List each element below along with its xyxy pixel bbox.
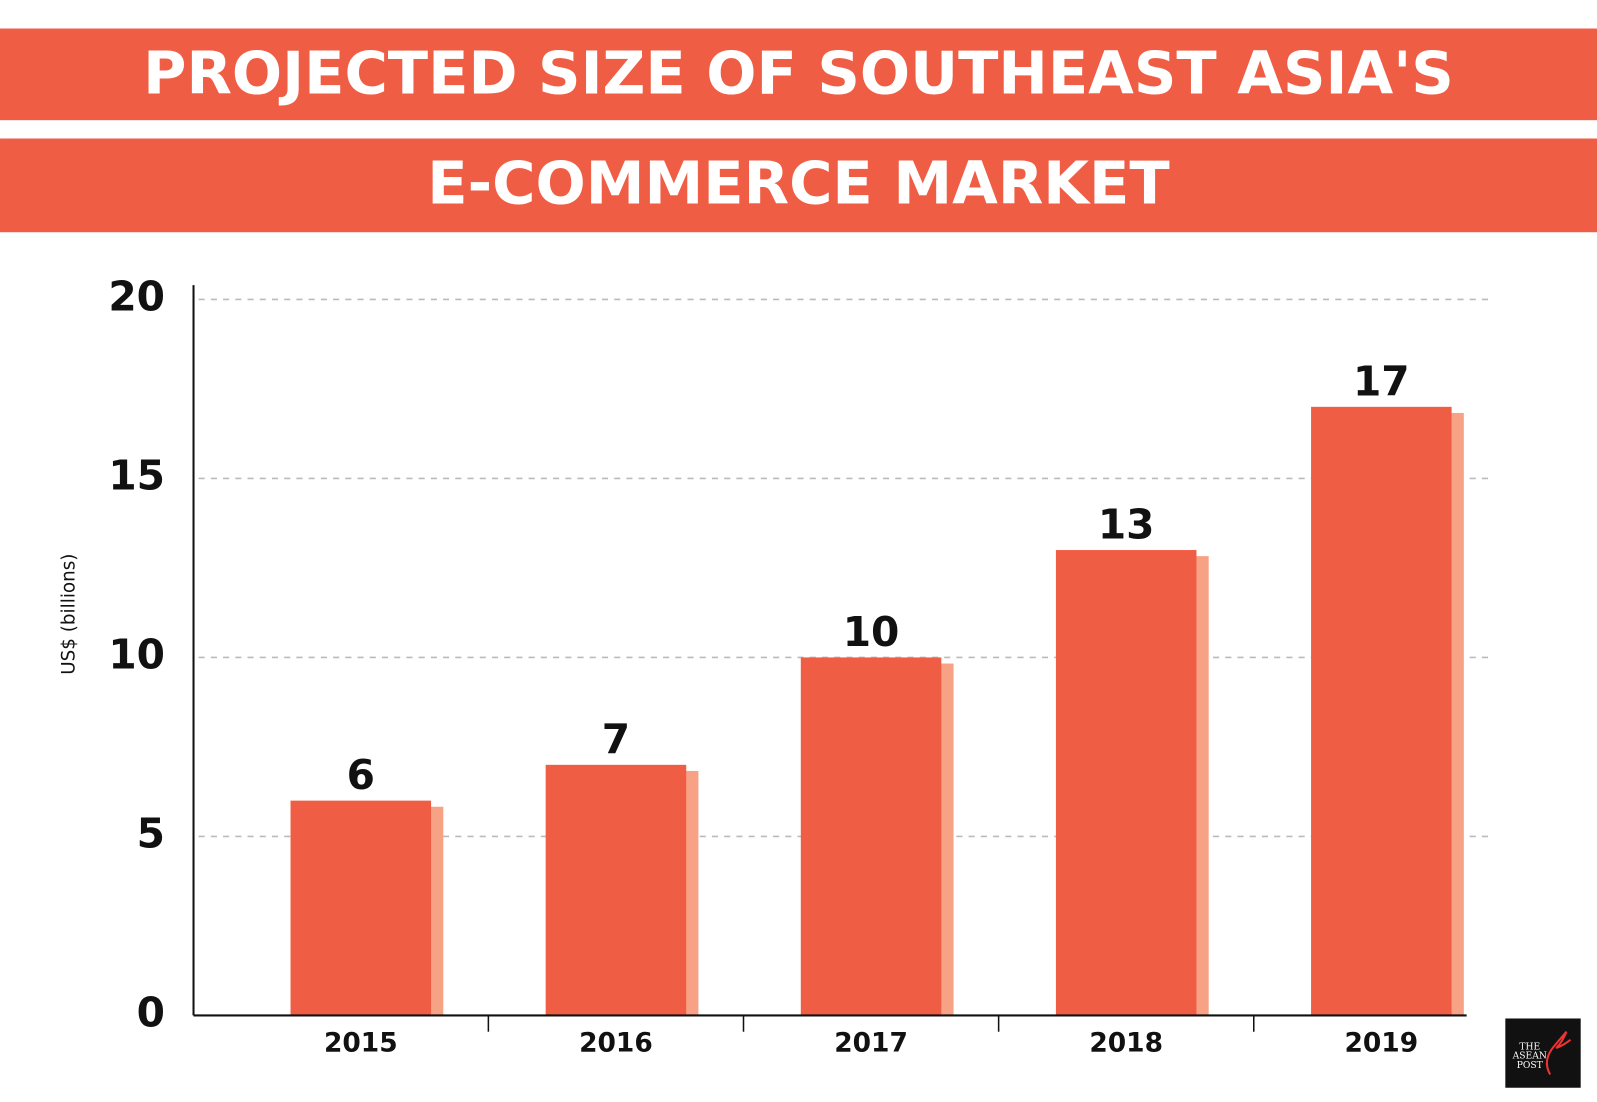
x-tick-label: 2015 [324, 1027, 398, 1058]
chart-title: E-COMMERCE MARKET [427, 149, 1169, 218]
title-band [0, 138, 1597, 233]
logo-text: POST [1517, 1060, 1544, 1071]
bar [1055, 550, 1197, 1016]
title-band [0, 28, 1597, 121]
y-tick-label: 0 [137, 988, 165, 1036]
chart-title: PROJECTED SIZE OF SOUTHEAST ASIA'S [143, 39, 1454, 108]
bar [545, 764, 687, 1016]
x-tick-label: 2017 [834, 1027, 908, 1058]
y-tick-label: 20 [108, 272, 165, 320]
logo [1505, 1018, 1581, 1088]
logo-bird [1545, 1031, 1572, 1076]
data-label: 13 [1098, 501, 1155, 549]
y-tick-label: 10 [108, 630, 165, 678]
logo-text: ASEAN [1512, 1051, 1547, 1062]
bar [800, 657, 942, 1016]
bar [1311, 406, 1452, 1016]
x-tick-label: 2016 [579, 1027, 653, 1058]
x-tick-label: 2019 [1344, 1027, 1418, 1058]
logo-text: THE [1519, 1042, 1540, 1053]
y-tick-label: 15 [108, 451, 165, 499]
bar [290, 800, 432, 1016]
y-axis-label: US$ (billions) [58, 554, 79, 675]
data-label: 7 [602, 715, 630, 763]
data-label: 17 [1353, 357, 1410, 405]
data-label: 6 [347, 751, 375, 799]
y-tick-label: 5 [137, 809, 165, 857]
x-tick-label: 2018 [1089, 1027, 1163, 1058]
data-label: 10 [843, 608, 900, 656]
